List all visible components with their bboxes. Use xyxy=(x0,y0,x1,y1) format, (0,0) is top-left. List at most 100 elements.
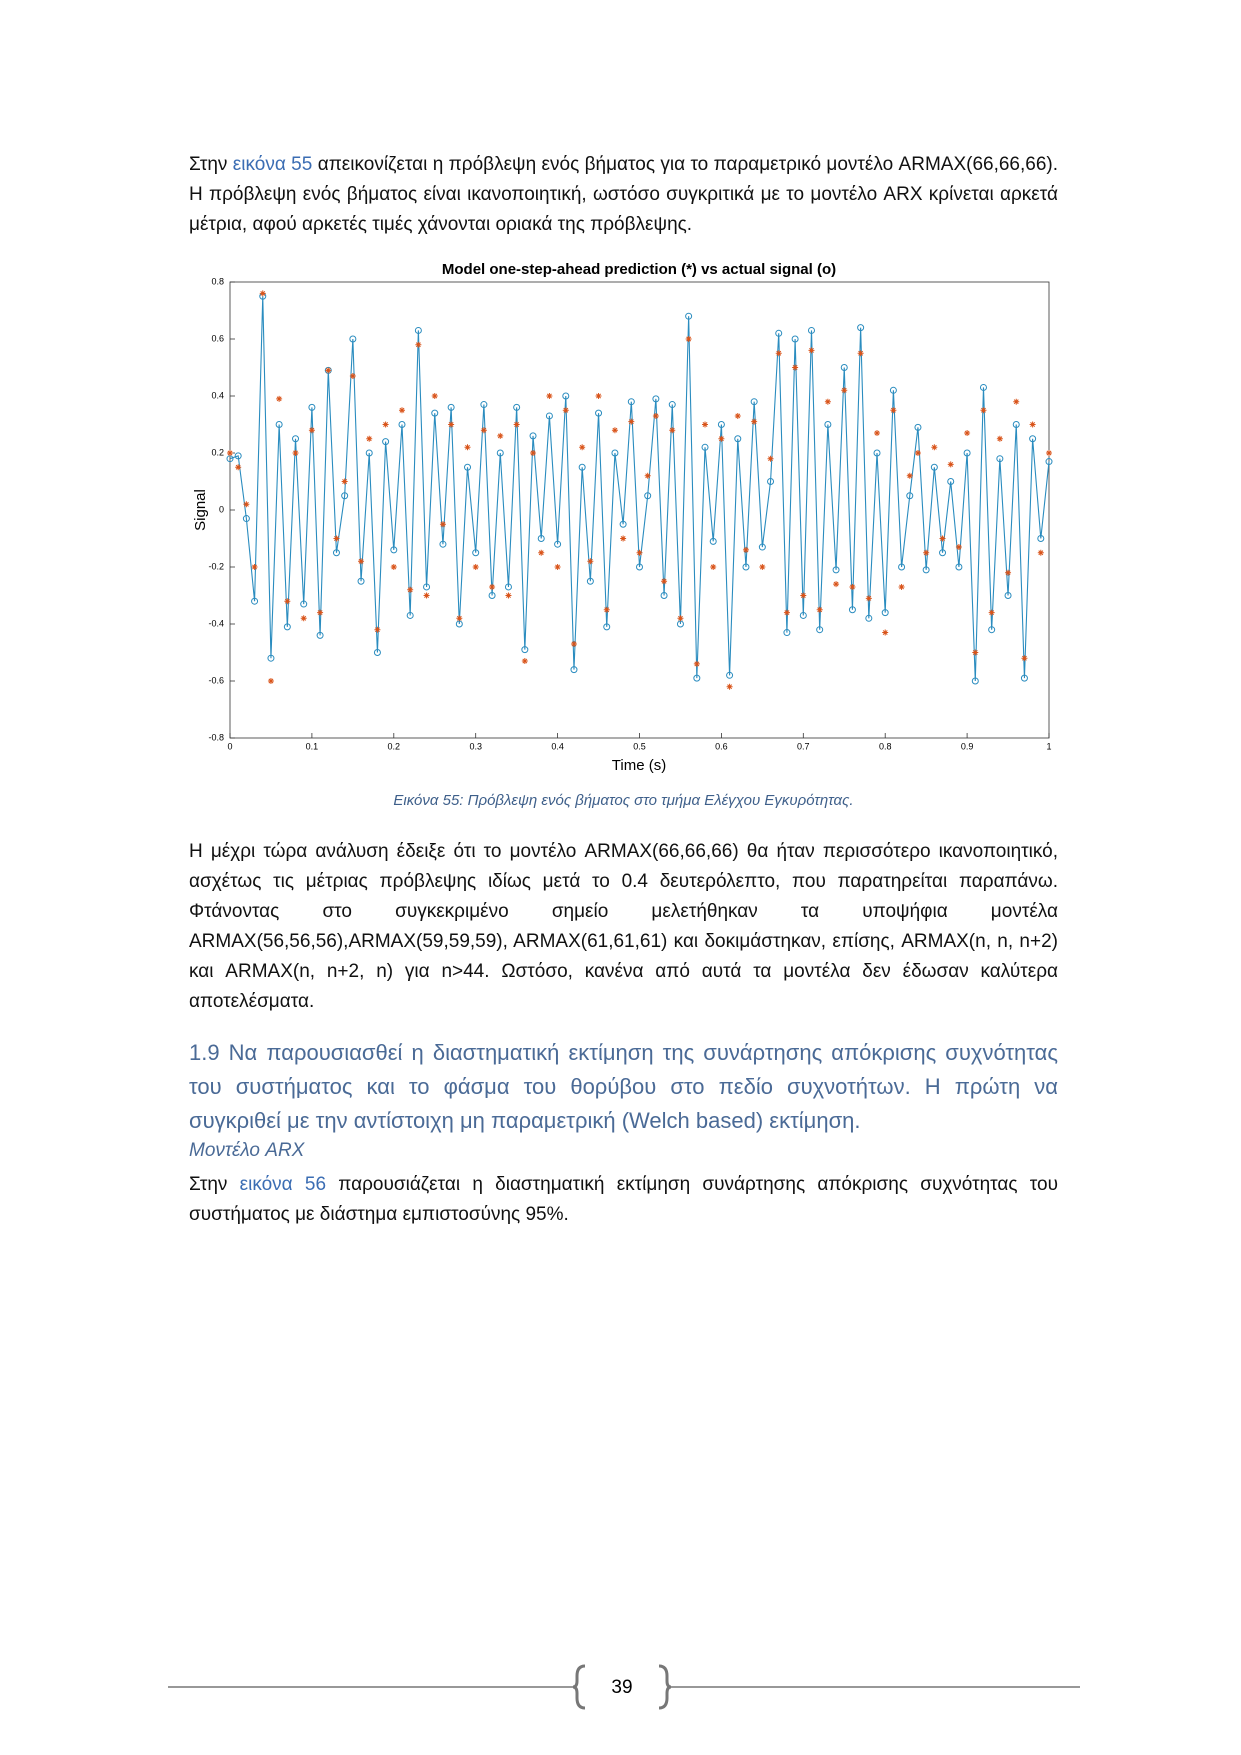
prediction-point xyxy=(366,435,373,442)
actual-point xyxy=(373,649,381,656)
prediction-point xyxy=(890,407,897,414)
prediction-point xyxy=(1046,450,1052,456)
actual-point xyxy=(570,666,578,674)
prediction-point xyxy=(497,432,504,439)
actual-point xyxy=(652,395,660,403)
prediction-point xyxy=(661,578,668,585)
actual-point xyxy=(382,438,390,446)
prediction-point xyxy=(489,583,496,590)
actual-point xyxy=(1012,421,1020,428)
actual-point xyxy=(357,577,365,585)
y-tick-label: 0 xyxy=(219,504,224,514)
prediction-point xyxy=(562,407,569,414)
y-tick-label: -0.6 xyxy=(208,675,224,685)
prediction-point xyxy=(898,583,905,590)
actual-point xyxy=(521,646,529,654)
prediction-point xyxy=(1037,549,1044,556)
actual-point xyxy=(767,478,775,485)
prediction-point xyxy=(685,336,692,342)
actual-point xyxy=(1004,592,1012,599)
prediction-point xyxy=(276,395,283,402)
actual-point xyxy=(488,592,496,599)
prediction-point xyxy=(554,564,561,570)
actual-point xyxy=(930,463,938,471)
y-tick-label: -0.4 xyxy=(208,618,224,628)
x-tick-label: 0.6 xyxy=(715,741,728,751)
prediction-point xyxy=(235,464,242,471)
actual-point xyxy=(578,463,586,471)
actual-point xyxy=(390,546,398,554)
prediction-point xyxy=(407,586,414,593)
chart: Model one-step-ahead prediction (*) vs a… xyxy=(192,261,1053,774)
actual-point xyxy=(545,412,553,420)
prediction-point xyxy=(308,427,315,434)
prediction-point xyxy=(996,435,1003,442)
prediction-point xyxy=(1029,421,1036,428)
actual-point xyxy=(267,654,275,662)
prediction-point xyxy=(374,626,381,633)
prediction-point xyxy=(775,350,782,357)
prediction-point xyxy=(1013,398,1020,405)
caption: Εικόνα 55: Πρόβλεψη ενός βήματος στο τμή… xyxy=(393,792,854,809)
actual-point xyxy=(668,401,676,409)
prediction-point xyxy=(636,549,643,556)
y-tick-label: 0.8 xyxy=(211,276,224,286)
prediction-point xyxy=(980,407,987,414)
actual-point xyxy=(775,329,783,337)
prediction-point xyxy=(914,450,921,456)
actual-point xyxy=(996,455,1004,463)
x-tick-label: 1 xyxy=(1046,741,1051,751)
actual-point xyxy=(750,398,758,406)
x-tick-label: 0.1 xyxy=(306,741,319,751)
prediction-point xyxy=(677,615,684,622)
x-tick-label: 0.5 xyxy=(633,741,646,751)
actual-point xyxy=(283,623,291,631)
actual-point xyxy=(840,364,848,371)
actual-point xyxy=(701,443,709,451)
x-tick-label: 0.8 xyxy=(879,741,892,751)
prediction-point xyxy=(579,444,586,451)
actual-point xyxy=(644,492,652,500)
prediction-point xyxy=(423,592,430,599)
figure-link[interactable]: εικόνα 56 xyxy=(239,1174,327,1195)
prediction-point xyxy=(988,609,995,616)
prediction-point xyxy=(431,393,438,399)
y-tick-label: -0.8 xyxy=(208,732,224,742)
section-heading: 1.9 Να παρουσιασθεί η διαστηματική εκτίμ… xyxy=(189,1040,1058,1133)
actual-point xyxy=(496,449,504,457)
actual-point xyxy=(660,592,668,599)
prediction-point xyxy=(939,535,946,542)
prediction-point xyxy=(849,583,856,590)
prediction-point xyxy=(718,435,725,442)
actual-point xyxy=(242,515,250,523)
actual-point xyxy=(341,492,349,500)
prediction-point xyxy=(833,581,840,588)
actual-point xyxy=(586,577,594,585)
actual-point xyxy=(947,478,955,485)
actual-point xyxy=(848,606,856,614)
actual-point xyxy=(308,403,316,411)
prediction-point xyxy=(759,564,766,570)
actual-point xyxy=(251,597,259,605)
x-tick-label: 0.9 xyxy=(961,741,974,751)
prediction-point xyxy=(808,347,815,354)
prediction-point xyxy=(505,592,512,599)
prediction-point xyxy=(824,398,831,405)
prediction-point xyxy=(710,564,717,570)
actual-point xyxy=(627,398,635,406)
prediction-point xyxy=(292,450,299,456)
prediction-point xyxy=(513,421,520,428)
y-tick-label: 0.6 xyxy=(211,333,224,343)
actual-point xyxy=(398,421,406,428)
actual-point xyxy=(881,609,889,617)
figure-link[interactable]: εικόνα 55 xyxy=(232,154,313,175)
prediction-point xyxy=(628,418,635,425)
text: απεικονίζεται η πρόβλεψη ενός βήματος γι… xyxy=(189,154,1059,235)
actual-point xyxy=(791,335,799,343)
prediction-point xyxy=(865,595,872,602)
prediction-point xyxy=(546,393,553,399)
prediction-point xyxy=(358,558,365,565)
prediction-point xyxy=(702,421,709,428)
actual-point xyxy=(758,543,766,551)
